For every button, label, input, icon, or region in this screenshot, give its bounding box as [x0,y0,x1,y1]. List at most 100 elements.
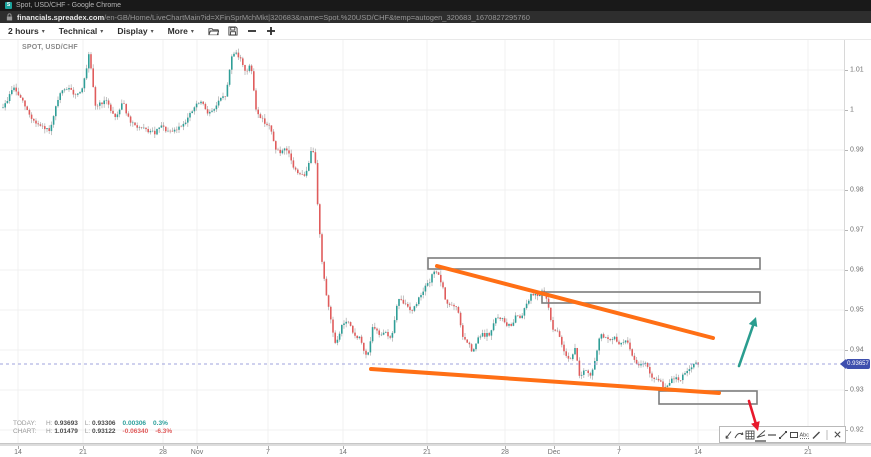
chart-toolbar: 2 hours ▾ Technical ▾ Display ▾ More ▾ [0,23,871,40]
price-tick-label: 1 [850,106,854,114]
timeframe-dropdown[interactable]: 2 hours ▾ [8,26,45,36]
time-tick-label: 28 [159,449,167,456]
price-tick-mark [845,70,848,71]
time-tick-mark [163,446,164,449]
time-tick-label: 28 [501,449,509,456]
draw-tool-pencil-icon[interactable] [810,427,821,442]
time-tick-mark [343,446,344,449]
draw-tool-horizontal-line-icon[interactable] [766,427,777,442]
draw-tool-divider [821,427,832,442]
price-tick-mark [845,190,848,191]
price-tick-mark [845,390,848,391]
url-path: /en-GB/Home/LiveChartMain?id=XFinSprMchM… [104,12,530,22]
zoom-in-button[interactable] [266,26,276,36]
browser-urlbar[interactable]: financials.spreadex.com/en-GB/Home/LiveC… [0,11,871,23]
legend-row-today: TODAY: H: 0.93693 L: 0.93306 0.00306 0.3… [13,420,168,427]
save-button[interactable] [228,26,238,36]
time-tick-label: 7 [266,449,270,456]
time-tick-mark [268,446,269,449]
plus-icon [266,27,275,35]
time-tick-label: 14 [14,449,22,456]
chevron-down-icon: ▾ [41,28,45,35]
chart-change: -0.06340 [122,428,149,435]
price-tick-label: 0.94 [850,346,864,354]
price-tick-mark [845,230,848,231]
time-axis[interactable]: 14 21 28 Nov 7 14 21 28 Dec 7 14 21 [0,443,871,457]
price-tick-label: 0.97 [850,226,864,234]
draw-tool-text-abc-icon[interactable]: Abc [799,427,810,442]
draw-tool-grid-icon[interactable] [744,427,755,442]
price-tick-label: 0.95 [850,306,864,314]
chevron-down-icon: ▾ [100,28,104,35]
zoom-out-button[interactable] [247,26,257,36]
price-tick-mark [845,310,848,311]
time-tick-label: 14 [339,449,347,456]
display-dropdown[interactable]: Display ▾ [117,26,154,36]
today-change-pct: 0.3% [153,420,168,427]
time-tick-mark [83,446,84,449]
open-folder-button[interactable] [208,26,219,36]
today-high: 0.93693 [54,420,78,427]
url-domain: financials.spreadex.com [17,12,105,22]
window-title: Spot, USD/CHF - Google Chrome [16,2,122,9]
time-tick-label: 21 [423,449,431,456]
time-tick-label: 21 [804,449,812,456]
site-favicon: S [5,2,12,9]
window-titlebar: S Spot, USD/CHF - Google Chrome [0,0,871,11]
today-change: 0.00306 [122,420,147,427]
price-tick-label: 0.96 [850,266,864,274]
time-tick-label: 14 [694,449,702,456]
padlock-icon [6,13,13,21]
chevron-down-icon: ▾ [190,28,194,35]
time-tick-label: 7 [617,449,621,456]
time-tick-mark [197,446,198,449]
draw-tool-close-icon[interactable] [832,427,843,442]
price-tick-label: 0.98 [850,186,864,194]
chevron-down-icon: ▾ [150,28,154,35]
price-tick-mark [845,150,848,151]
draw-tool-cursor-icon[interactable] [722,427,733,442]
price-tick-label: 1.01 [850,66,864,74]
price-tick-mark [845,430,848,431]
price-axis[interactable]: 1.01 1 0.99 0.98 0.97 0.96 0.95 0.94 0.93 0.92 [844,40,871,443]
chart-change-pct: -6.3% [155,428,173,435]
svg-text:Abc: Abc [800,432,810,438]
price-tick-label: 0.92 [850,426,864,434]
draw-tool-trend-angle-icon[interactable] [755,427,766,442]
price-tick-label: 0.93 [850,386,864,394]
symbol-label: SPOT, USD/CHF [22,44,78,51]
price-tick-label: 0.99 [850,146,864,154]
drawing-toolbar: Abc [719,426,846,443]
time-tick-mark [554,446,555,449]
chart-high: 1.01479 [54,428,78,435]
time-tick-mark [698,446,699,449]
time-axis-scrollbar[interactable] [0,443,871,446]
draw-tool-trend-line-icon[interactable] [777,427,788,442]
save-icon [228,26,238,36]
draw-tool-rectangle-icon[interactable] [788,427,799,442]
today-low: 0.93306 [92,420,116,427]
current-price-badge: 0.93657 [840,359,870,369]
time-tick-mark [18,446,19,449]
time-tick-mark [808,446,809,449]
price-tick-mark [845,270,848,271]
price-tick-mark [845,110,848,111]
time-tick-label: 21 [79,449,87,456]
price-tick-mark [845,350,848,351]
chart-low: 0.93122 [92,428,116,435]
minus-icon [247,30,256,32]
ohlc-legend: TODAY: H: 0.93693 L: 0.93306 0.00306 0.3… [13,420,172,436]
time-tick-mark [505,446,506,449]
time-tick-label: Dec [547,449,561,456]
time-tick-label: Nov [190,449,204,456]
more-dropdown[interactable]: More ▾ [167,26,194,36]
draw-tool-curve-icon[interactable] [733,427,744,442]
technical-dropdown[interactable]: Technical ▾ [58,26,104,36]
time-tick-mark [619,446,620,449]
open-folder-icon [208,28,219,36]
time-tick-mark [427,446,428,449]
